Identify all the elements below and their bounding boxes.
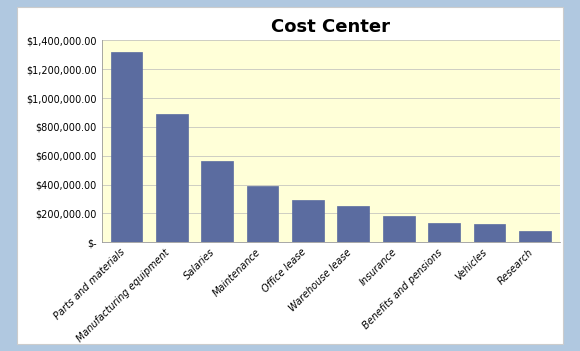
Bar <box>111 52 142 242</box>
Bar <box>156 114 188 242</box>
Bar <box>519 231 550 242</box>
Bar <box>428 224 460 242</box>
Bar <box>292 200 324 242</box>
Bar <box>338 206 369 242</box>
Bar <box>383 216 415 242</box>
Bar <box>201 161 233 242</box>
Bar <box>473 224 505 242</box>
Title: Cost Center: Cost Center <box>271 18 390 36</box>
Bar <box>246 186 278 242</box>
